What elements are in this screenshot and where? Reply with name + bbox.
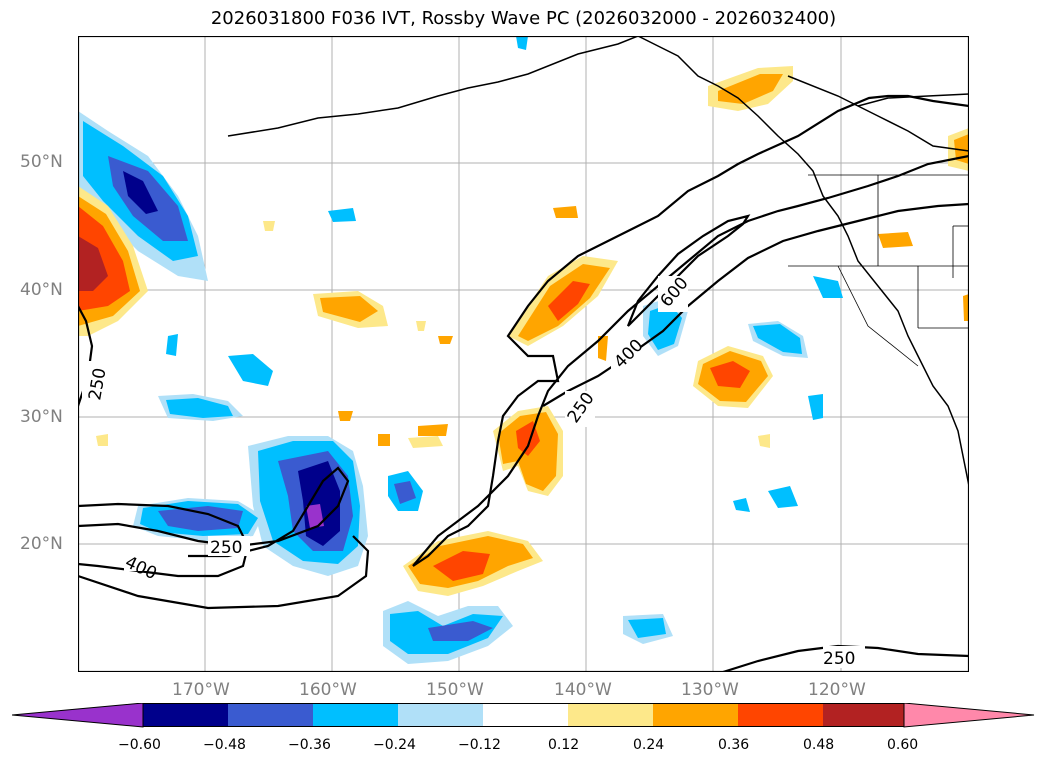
colorbar-seg-8	[738, 703, 823, 727]
colorbar-seg-4	[398, 703, 483, 727]
positive-anomalies	[78, 66, 969, 596]
map-title: 2026031800 F036 IVT, Rossby Wave PC (202…	[210, 8, 837, 29]
colorbar-tick-9: 0.48	[803, 737, 835, 753]
colorbar-tick-7: 0.24	[633, 737, 665, 753]
contour-label-250-se: 250	[823, 649, 855, 669]
lat-label-50n: 50°N	[20, 152, 63, 172]
lat-label-20n: 20°N	[20, 534, 63, 554]
coastlines	[227, 36, 969, 487]
colorbar-seg-7	[653, 703, 738, 727]
colorbar-tick-8: 0.36	[718, 737, 750, 753]
map-panel: 250 400 250 250 400 600 250	[78, 36, 969, 672]
lat-label-30n: 30°N	[20, 407, 63, 427]
lon-label-170w: 170°W	[172, 680, 230, 700]
lat-label-40n: 40°N	[20, 280, 63, 300]
colorbar-seg-1	[143, 703, 228, 727]
lon-label-160w: 160°W	[299, 680, 357, 700]
colorbar-seg-3	[313, 703, 398, 727]
contour-400-main	[542, 202, 969, 407]
contour-250-inner	[412, 94, 969, 567]
colorbar-seg-2	[228, 703, 313, 727]
colorbar-tick-2: −0.48	[203, 737, 246, 753]
state-borders	[788, 174, 969, 367]
colorbar-tick-1: −0.60	[118, 737, 161, 753]
colorbar-tick-10: 0.60	[887, 737, 919, 753]
contour-400-west-loop	[78, 535, 370, 610]
colorbar-low-extend	[12, 703, 144, 728]
colorbar-seg-5	[483, 703, 568, 727]
colorbar-seg-6	[568, 703, 653, 727]
contour-400-west	[78, 466, 350, 558]
colorbar-tick-5: −0.12	[458, 737, 501, 753]
colorbar-tick-4: −0.24	[373, 737, 416, 753]
contour-label-250-central: 250	[210, 538, 242, 558]
lon-label-140w: 140°W	[554, 680, 612, 700]
colorbar	[12, 703, 1035, 728]
colorbar-seg-9	[823, 703, 904, 727]
colorbar-tick-6: 0.12	[548, 737, 580, 753]
lon-label-130w: 130°W	[681, 680, 739, 700]
colorbar-tick-3: −0.36	[288, 737, 331, 753]
lon-label-120w: 120°W	[808, 680, 866, 700]
colorbar-high-extend	[903, 703, 1035, 728]
lon-label-150w: 150°W	[426, 680, 484, 700]
